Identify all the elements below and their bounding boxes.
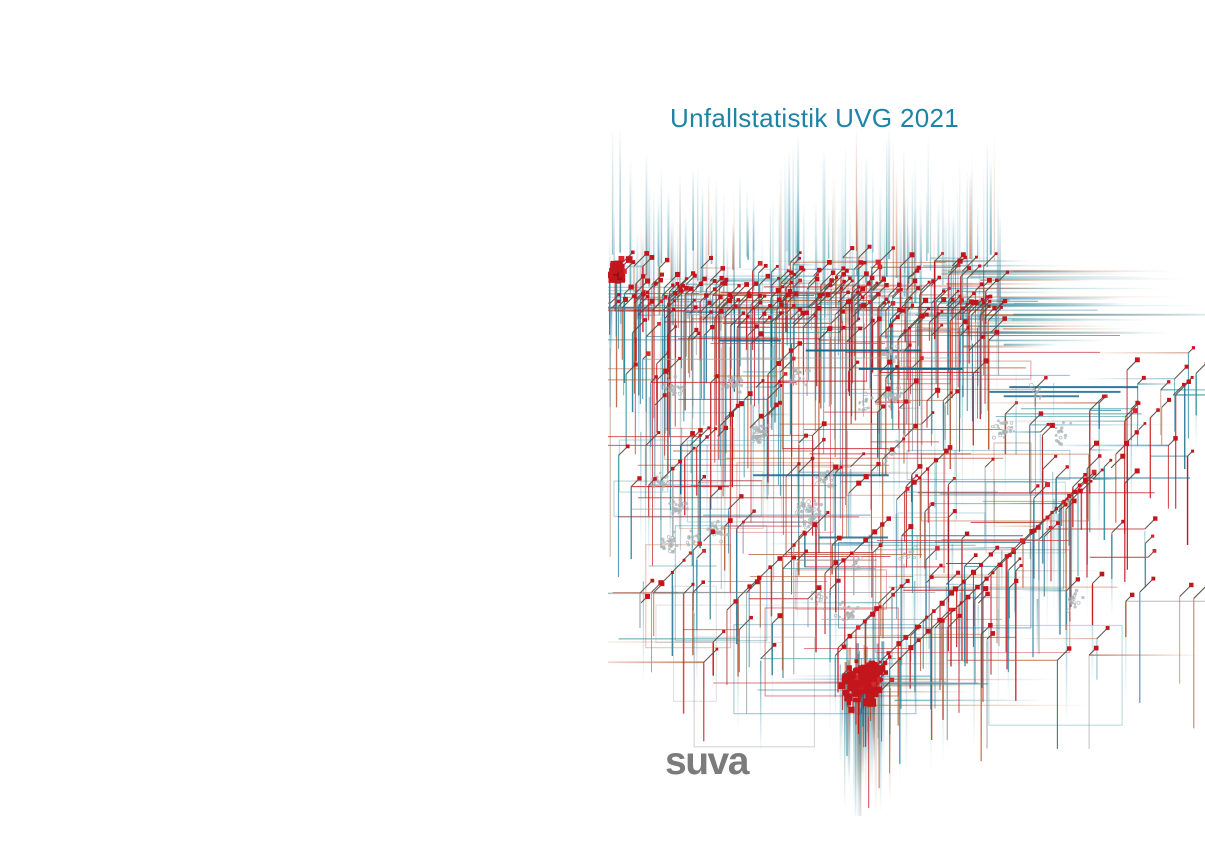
artwork-root [608,128,1205,816]
gray-dots-layer [650,342,1085,623]
suva-logo: suva [665,740,749,783]
cover-title: Unfallstatistik UVG 2021 [670,103,959,133]
red-pins-layer [608,244,1205,713]
